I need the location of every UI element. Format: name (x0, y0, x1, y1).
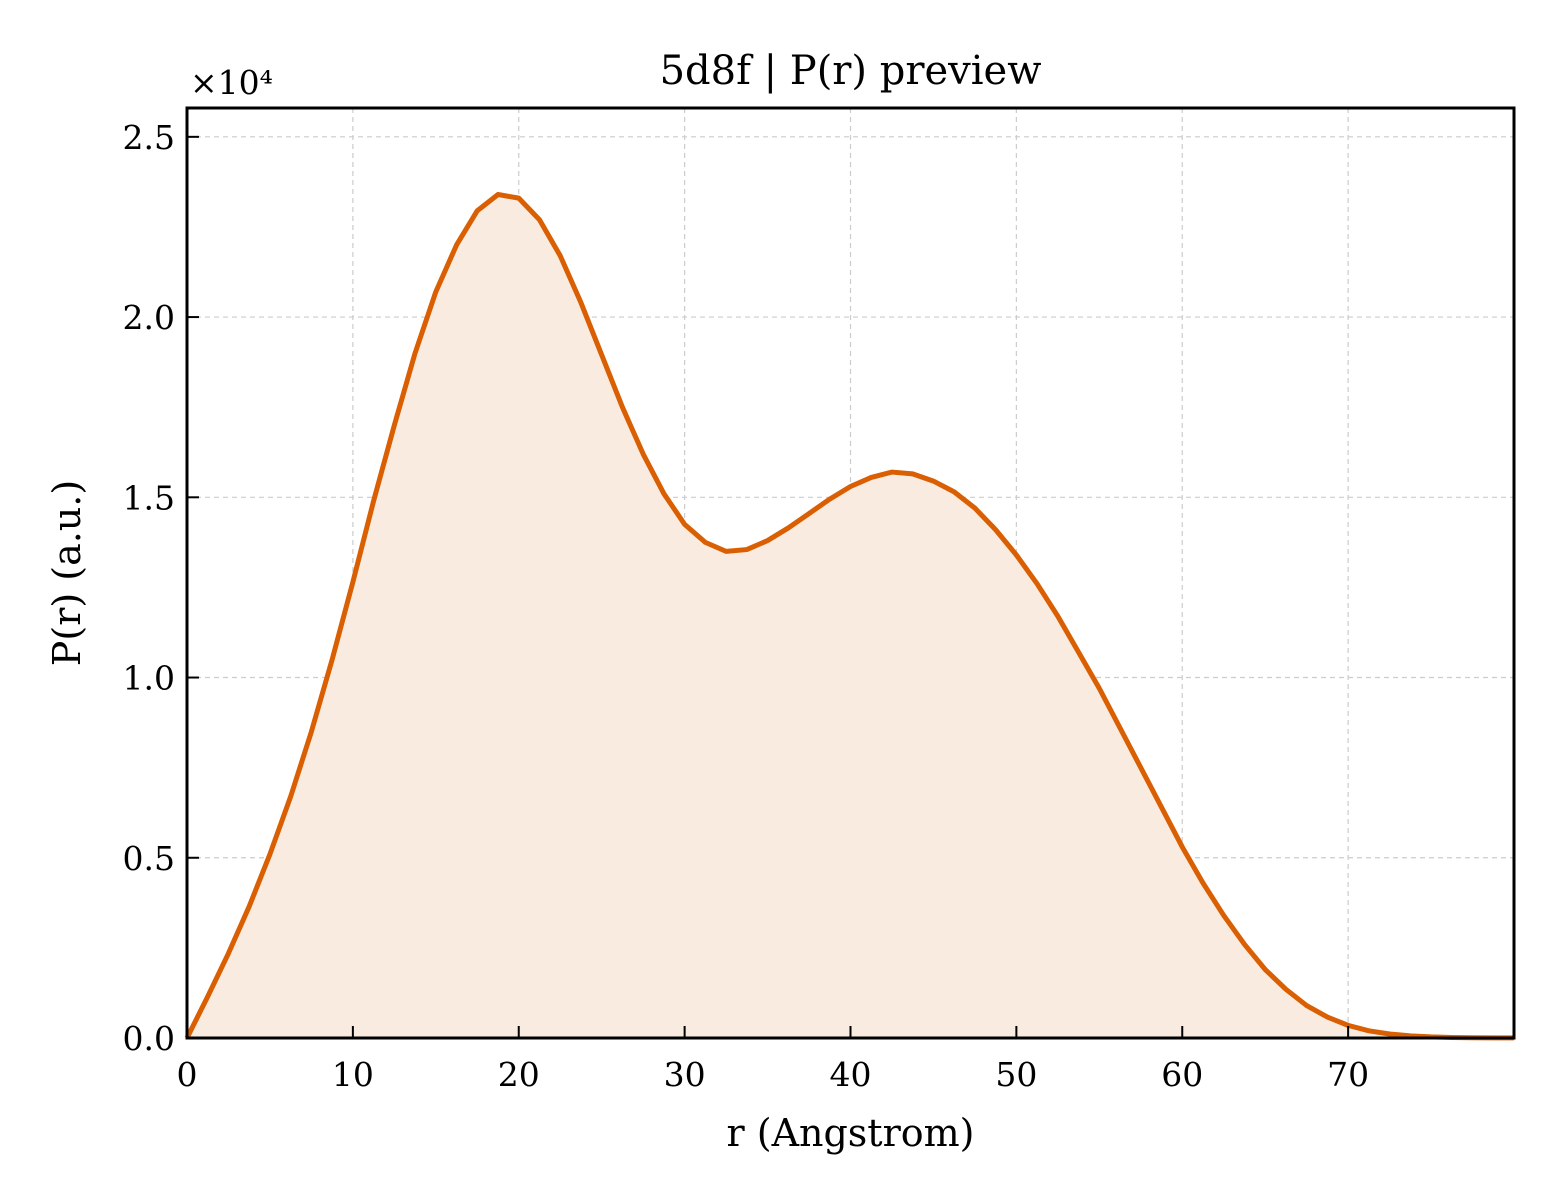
y-tick-label: 0.0 (123, 1019, 175, 1058)
area-fill (187, 194, 1514, 1038)
x-tick-label: 30 (664, 1055, 706, 1094)
x-tick-label: 20 (498, 1055, 540, 1094)
y-tick-label: 2.0 (123, 298, 175, 337)
y-tick-label: 1.0 (123, 659, 175, 698)
x-tick-label: 50 (995, 1055, 1037, 1094)
x-tick-label: 60 (1161, 1055, 1203, 1094)
y-tick-label: 2.5 (123, 118, 175, 157)
x-tick-label: 10 (332, 1055, 374, 1094)
x-tick-label: 70 (1327, 1055, 1369, 1094)
x-tick-label: 0 (177, 1055, 198, 1094)
chart-title: 5d8f | P(r) preview (660, 48, 1042, 94)
y-tick-labels: 0.0 0.5 1.0 1.5 2.0 2.5 (123, 118, 175, 1058)
tick-marks (186, 135, 1350, 1039)
x-tick-labels: 0 10 20 30 40 50 60 70 (177, 1055, 1370, 1094)
y-tick-label: 1.5 (123, 478, 175, 517)
y-offset-label: ×10⁴ (190, 63, 273, 102)
y-tick-label: 0.5 (123, 839, 175, 878)
x-tick-label: 40 (830, 1055, 872, 1094)
series-line (184, 192, 1515, 1041)
x-axis-label: r (Angstrom) (727, 1111, 975, 1155)
y-axis-label: P(r) (a.u.) (45, 480, 89, 666)
